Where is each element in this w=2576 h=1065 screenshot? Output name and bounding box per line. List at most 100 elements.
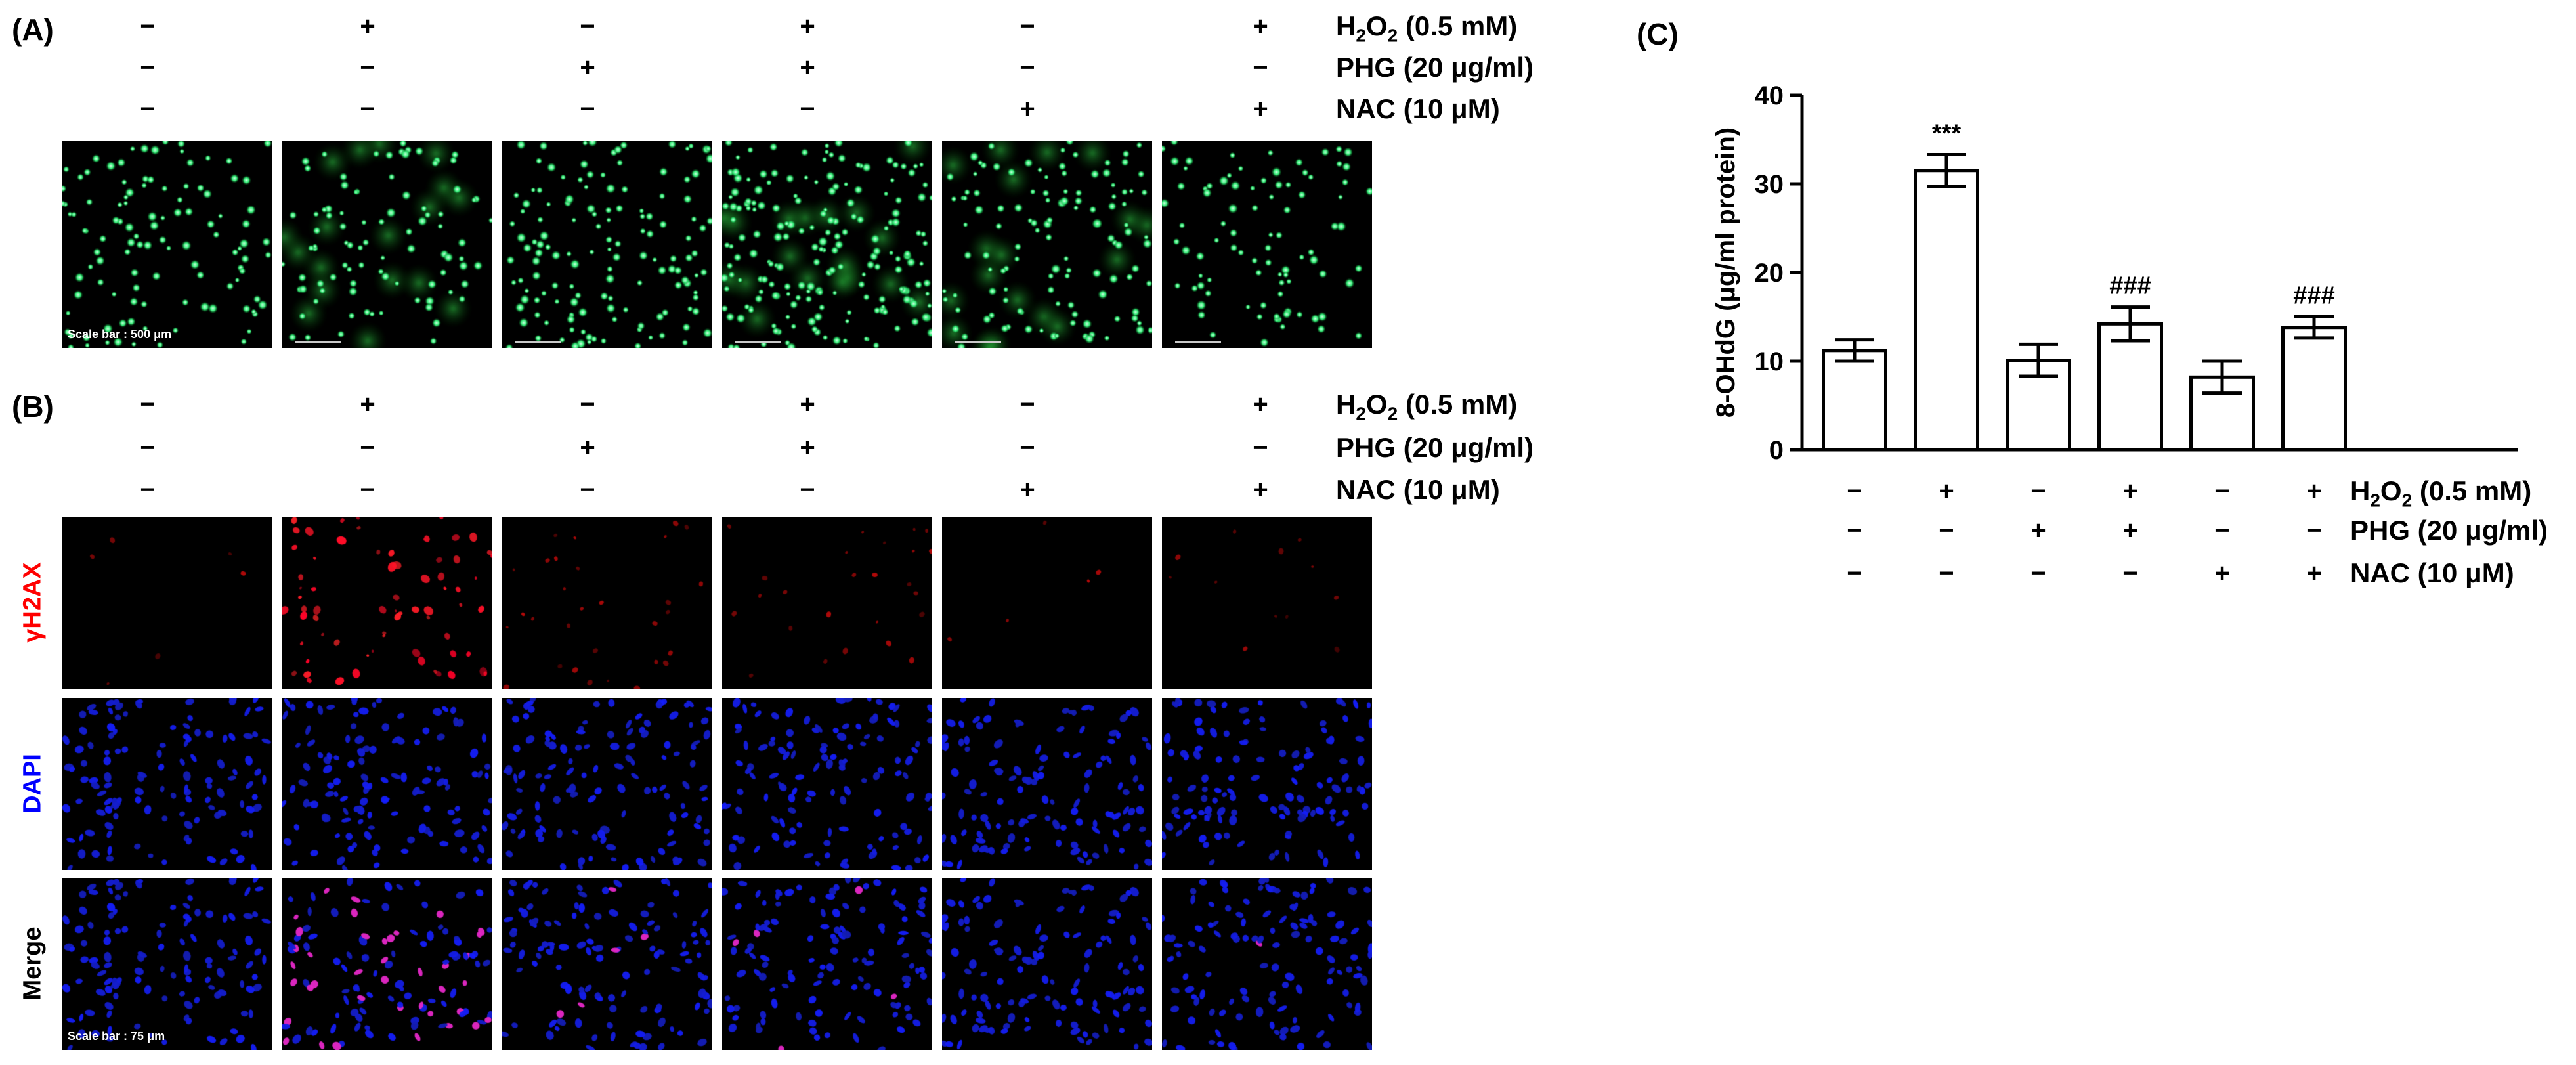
panel-c-label: (C) [1637, 17, 1679, 51]
panel-c-sign: − [2214, 516, 2230, 545]
gamma-h2ax-image [282, 517, 492, 689]
panel-c-sign: − [1847, 477, 1862, 506]
panel-b-sign: − [1020, 433, 1035, 462]
panel-a-sign: − [580, 95, 595, 123]
panel-c-sign: + [2122, 516, 2138, 545]
panel-b-micrograph [62, 698, 272, 870]
panel-b-sign: + [1253, 475, 1268, 504]
y-axis-label: 8-OHdG (μg/ml protein) [1711, 127, 1740, 418]
panel-b-micrograph [1162, 878, 1372, 1050]
dapi-image [1162, 698, 1372, 870]
panel-b-sign: − [360, 475, 376, 504]
panel-b-treatment-label: NAC (10 μM) [1336, 474, 1500, 505]
panel-b-micrograph [502, 878, 712, 1050]
merge-image [1162, 878, 1372, 1050]
panel-c-sign: − [2122, 559, 2138, 588]
panel-a-treatment-label: PHG (20 μg/ml) [1336, 52, 1534, 83]
green-fluorescence-image [62, 141, 272, 348]
panel-b-micrograph [1162, 698, 1372, 870]
panel-c-sign: + [2306, 477, 2322, 506]
panel-a-sign: + [1253, 12, 1268, 41]
panel-b-treatment-label: PHG (20 μg/ml) [1336, 432, 1534, 463]
scale-bar [295, 341, 341, 343]
panel-b-sign: − [1253, 433, 1268, 462]
panel-b-micrograph [722, 878, 932, 1050]
panel-b-micrograph [942, 878, 1152, 1050]
panel-a-sign: + [800, 53, 815, 82]
panel-a-sign: − [800, 95, 815, 123]
merge-image [282, 878, 492, 1050]
dapi-image [502, 698, 712, 870]
panel-b-micrograph [282, 878, 492, 1050]
panel-a-micrograph [722, 141, 932, 348]
panel-c-sign: − [1939, 559, 1954, 588]
merge-image [62, 878, 272, 1050]
panel-b-micrograph [62, 517, 272, 689]
bar [1914, 169, 1979, 452]
bar-chart-8ohdg: 0 10 20 30 40 8-OHdG (μg/ml protein) *** ### ### [1711, 81, 2518, 465]
green-fluorescence-image [1162, 141, 1372, 348]
panel-a-treatment-label: NAC (10 μM) [1336, 93, 1500, 124]
y-tick-label: 0 [1769, 436, 1784, 465]
panel-c-sign: − [2030, 477, 2046, 506]
green-fluorescence-image [502, 141, 712, 348]
panel-b-row-label: γH2AX [18, 562, 47, 643]
panel-a-treatment-label: H2O2 (0.5 mM) [1336, 11, 1518, 46]
panel-c-sign: − [1847, 559, 1862, 588]
gamma-h2ax-image [722, 517, 932, 689]
panel-c-sign: + [1939, 477, 1954, 506]
merge-image [942, 878, 1152, 1050]
panel-b-sign: − [580, 475, 595, 504]
panel-c-sign: − [2214, 477, 2230, 506]
merge-image [502, 878, 712, 1050]
panel-b-sign: − [1020, 390, 1035, 419]
panel-c-sign: + [2214, 559, 2230, 588]
panel-a-label: (A) [12, 12, 54, 47]
panel-a-sign: + [580, 53, 595, 82]
gamma-h2ax-image [942, 517, 1152, 689]
panel-b-sign: + [800, 390, 815, 419]
panel-b-micrograph [1162, 517, 1372, 689]
panel-a-micrograph [282, 141, 492, 348]
dapi-image [942, 698, 1152, 870]
panel-b-treatment-label: H2O2 (0.5 mM) [1336, 389, 1518, 424]
panel-b-sign: − [140, 390, 156, 419]
panel-a-micrograph [942, 141, 1152, 348]
panel-c-sign: + [2030, 516, 2046, 545]
panel-b-micrograph [722, 517, 932, 689]
significance-label: *** [1932, 120, 1962, 147]
panel-b-micrograph [502, 698, 712, 870]
panel-b-sign: − [800, 475, 815, 504]
panel-c-sign: − [1847, 516, 1862, 545]
panel-b-sign: + [1020, 475, 1035, 504]
panel-b-micrograph [942, 517, 1152, 689]
panel-a-sign: − [140, 95, 156, 123]
gamma-h2ax-image [62, 517, 272, 689]
panel-a-micrograph [502, 141, 712, 348]
panel-a-sign: − [360, 53, 376, 82]
panel-a-sign: + [360, 12, 376, 41]
bar [2097, 322, 2163, 452]
panel-c-sign: − [1939, 516, 1954, 545]
scale-bar [515, 341, 561, 343]
panel-b-sign: − [580, 390, 595, 419]
y-tick-label: 10 [1755, 347, 1784, 376]
scale-bar [955, 341, 1001, 343]
panel-a-sign: − [140, 12, 156, 41]
y-tick-label: 30 [1755, 170, 1784, 199]
panel-b-micrograph [282, 517, 492, 689]
dapi-image [62, 698, 272, 870]
panel-c-treatment-label: NAC (10 μM) [2350, 557, 2514, 588]
panel-a-sign: + [1253, 95, 1268, 123]
panel-c-sign: + [2122, 477, 2138, 506]
gamma-h2ax-image [502, 517, 712, 689]
panel-a-sign: + [800, 12, 815, 41]
green-fluorescence-image [942, 141, 1152, 348]
panel-a-sign: − [1253, 53, 1268, 82]
dapi-image [722, 698, 932, 870]
panel-c-sign: + [2306, 559, 2322, 588]
y-tick-label: 40 [1755, 81, 1784, 110]
panel-b-sign: − [140, 475, 156, 504]
panel-b-micrograph [722, 698, 932, 870]
panel-b-sign: + [800, 433, 815, 462]
